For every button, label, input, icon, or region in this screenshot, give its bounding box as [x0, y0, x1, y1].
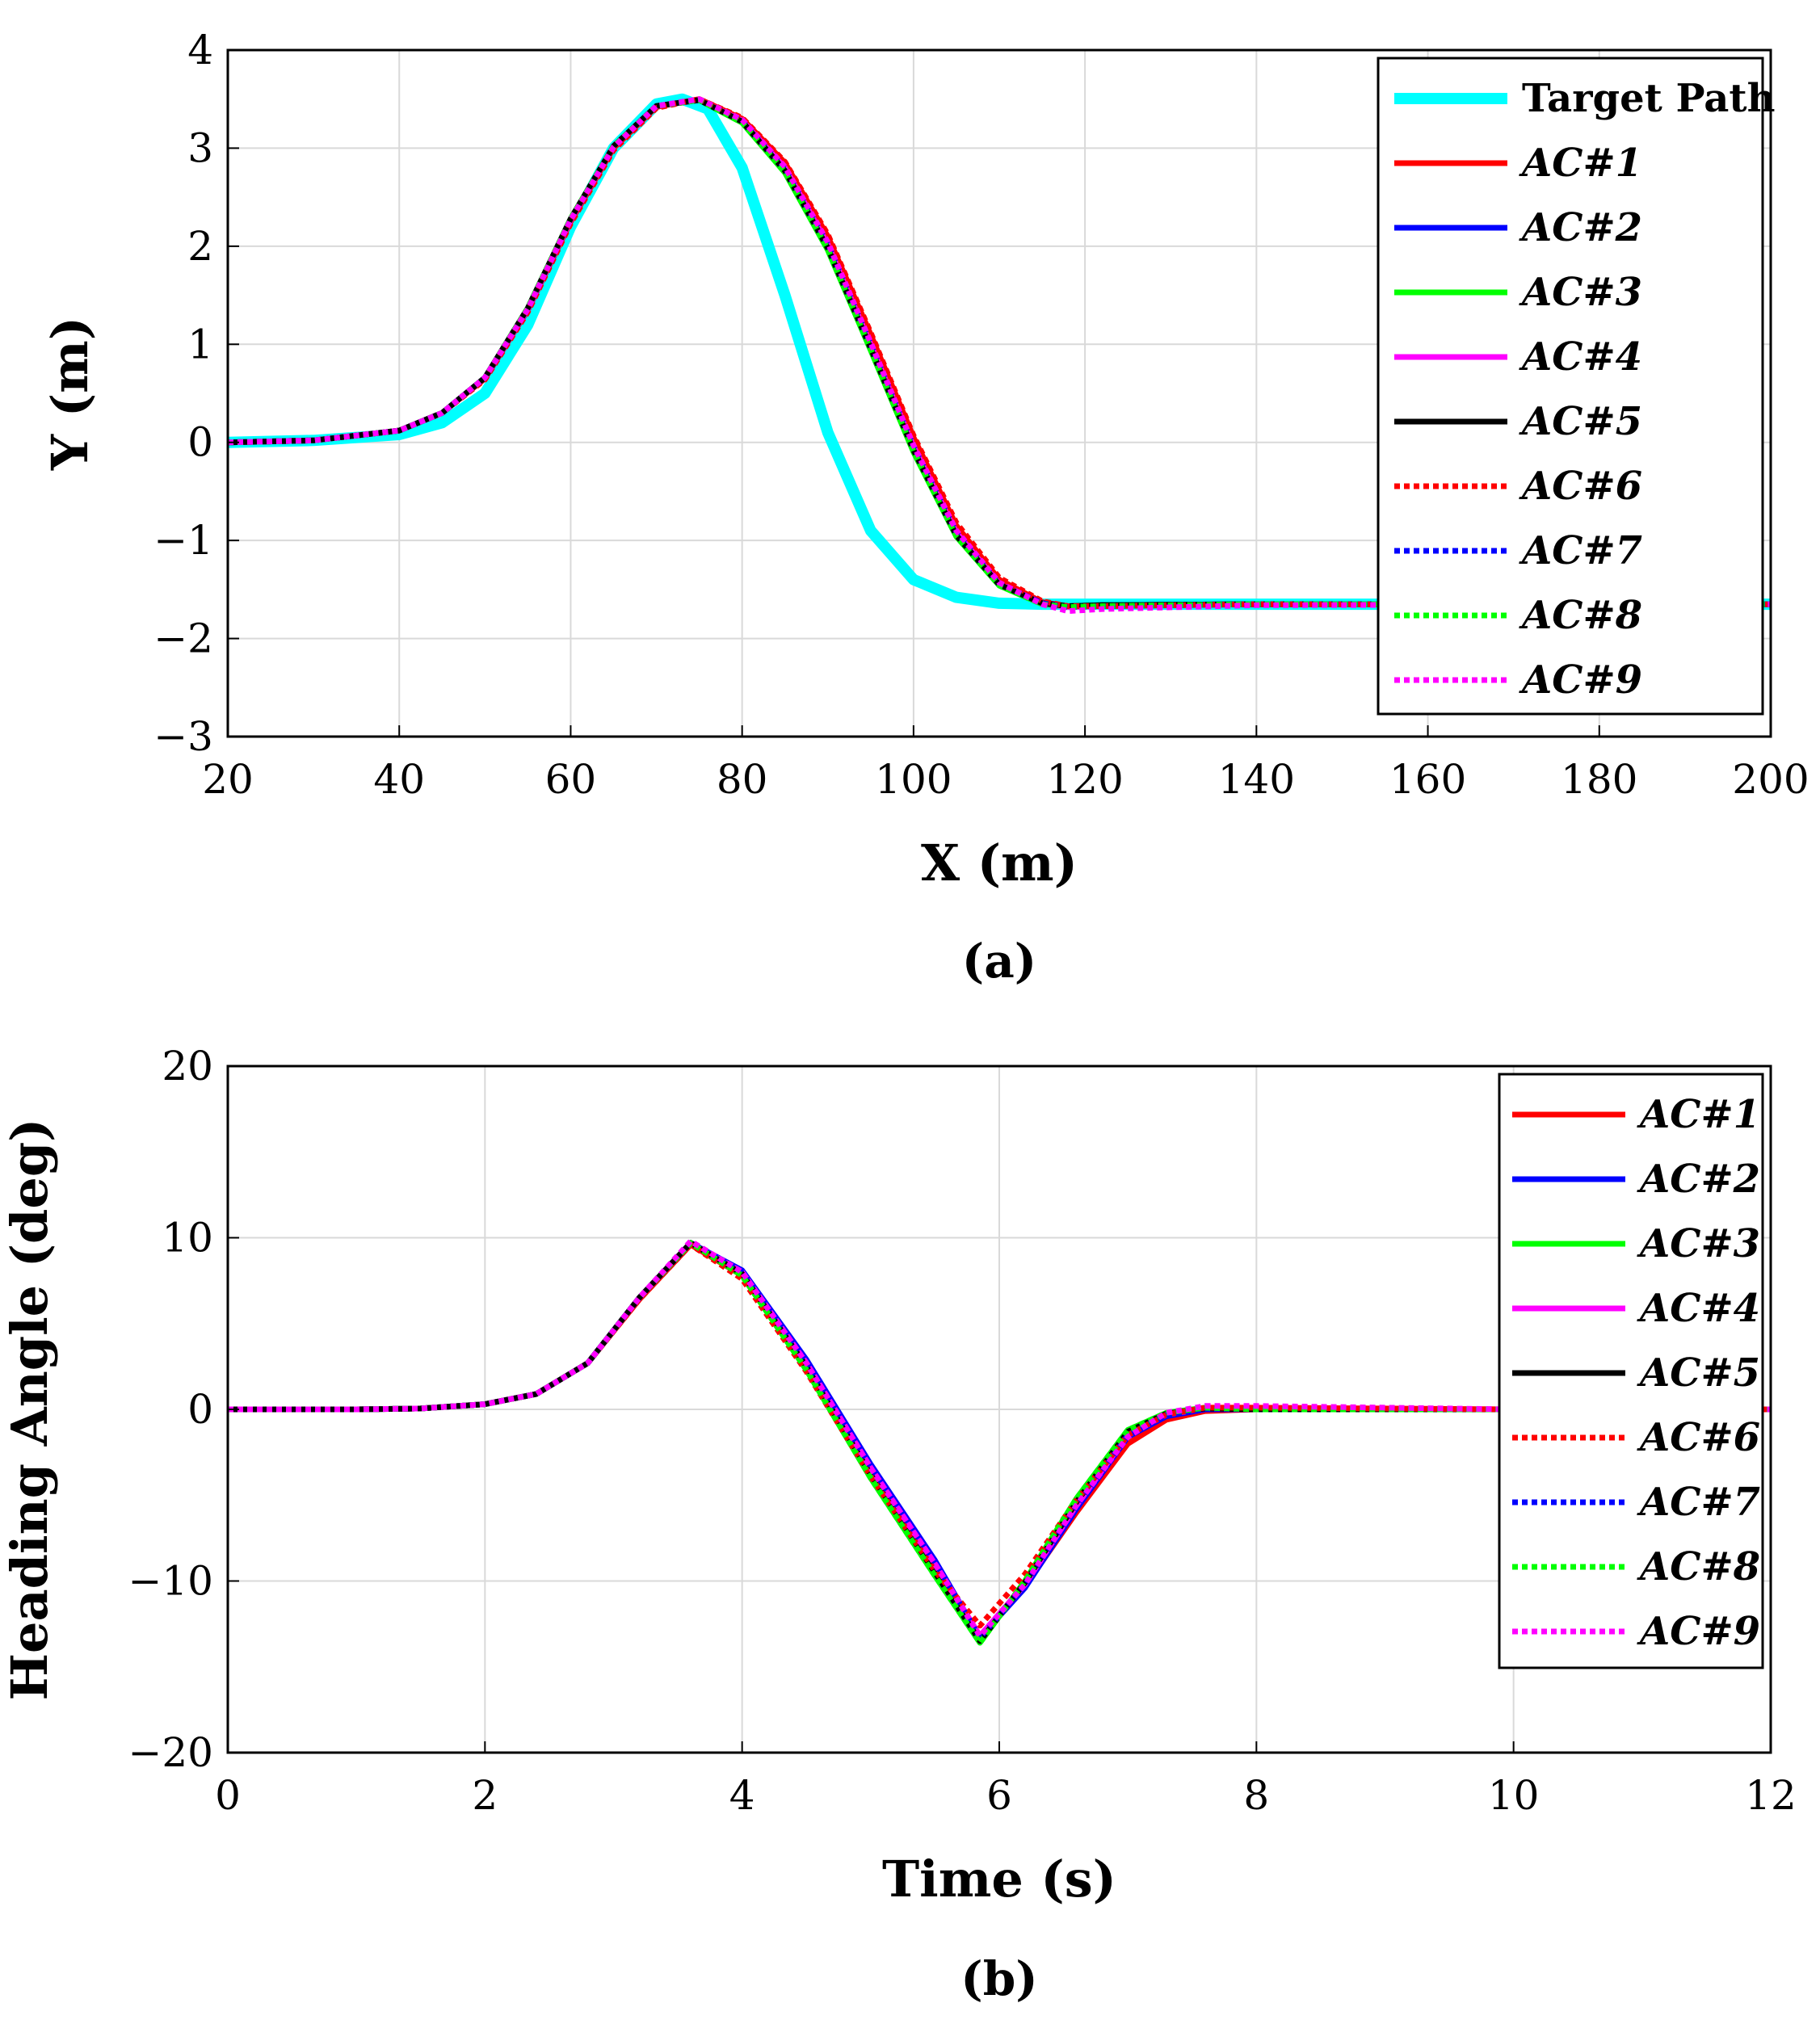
series-line-ac-9 — [228, 96, 1771, 615]
x-tick-label: 0 — [215, 1772, 241, 1819]
x-axis-label-b: Time (s) — [882, 1850, 1116, 1909]
x-tick-label: 100 — [875, 756, 952, 803]
series-line-ac-9 — [228, 1238, 1771, 1639]
y-axis-label-b: Heading Angle (deg) — [0, 1118, 59, 1700]
x-tick-label: 4 — [729, 1772, 755, 1819]
y-tick-label: −20 — [128, 1729, 213, 1776]
legend-label: AC#9 — [1637, 1609, 1760, 1654]
legend-label: AC#3 — [1637, 1221, 1760, 1266]
legend-label: AC#7 — [1519, 528, 1642, 573]
x-tick-label: 180 — [1561, 756, 1637, 803]
x-tick-label: 80 — [717, 756, 768, 803]
x-axis-label-a: X (m) — [921, 834, 1078, 892]
y-tick-label: 3 — [187, 124, 213, 171]
y-tick-label: 20 — [162, 1043, 213, 1090]
legend-label: AC#7 — [1637, 1480, 1760, 1525]
legend-label: AC#3 — [1519, 270, 1642, 315]
x-tick-label: 8 — [1243, 1772, 1269, 1819]
y-tick-labels-a: −3 −2 −1 0 1 2 3 4 — [153, 27, 213, 760]
legend-label: AC#4 — [1519, 334, 1642, 380]
plot-frame-a — [226, 48, 1772, 738]
legend-label: AC#6 — [1637, 1415, 1760, 1460]
x-tick-label: 2 — [472, 1772, 498, 1819]
x-tick-label: 20 — [202, 756, 254, 803]
legend-label: AC#1 — [1637, 1092, 1760, 1137]
chart-panel-a: 20 40 60 80 100 120 140 160 180 200 −3 −2 −1 0 1 2 3 4 X… — [40, 27, 1809, 989]
legend-label: Target Path — [1522, 76, 1775, 121]
x-tick-label: 200 — [1732, 756, 1809, 803]
y-tick-label: 4 — [187, 27, 213, 73]
y-tick-label: 2 — [187, 223, 213, 270]
y-axis-label-a: Y (m) — [40, 317, 99, 471]
y-tick-label: 10 — [162, 1215, 213, 1262]
legend-label: AC#5 — [1637, 1350, 1760, 1396]
series-group-a — [228, 93, 1771, 615]
legend-label: AC#8 — [1519, 593, 1642, 638]
y-tick-label: −10 — [128, 1558, 213, 1605]
y-tick-label: −2 — [153, 615, 213, 662]
y-tick-label: −3 — [153, 713, 213, 760]
y-tick-label: −1 — [153, 517, 213, 564]
x-tick-labels-b: 0 2 4 6 8 10 12 — [215, 1772, 1797, 1819]
legend-label: AC#6 — [1519, 464, 1642, 509]
x-tick-label: 40 — [373, 756, 425, 803]
x-tick-label: 120 — [1046, 756, 1123, 803]
legend-label: AC#4 — [1637, 1286, 1760, 1331]
legend-label: AC#2 — [1519, 205, 1642, 250]
series-group-b — [228, 1238, 1771, 1646]
y-tick-labels-b: −20 −10 0 10 20 — [128, 1043, 213, 1776]
legend-box-a — [1377, 57, 1764, 716]
x-tick-labels-a: 20 40 60 80 100 120 140 160 180 200 — [202, 756, 1809, 803]
legend-b: AC#1 AC#2 AC#3 AC#4 AC#5 AC#6 AC#7 AC#8 AC#9 — [1498, 1073, 1764, 1669]
legend-label: AC#5 — [1519, 399, 1642, 444]
caption-b: (b) — [960, 1951, 1037, 2006]
legend-label: AC#9 — [1519, 657, 1642, 703]
legend-label: AC#8 — [1637, 1544, 1760, 1589]
y-tick-label: 0 — [187, 1386, 213, 1433]
x-tick-label: 160 — [1389, 756, 1466, 803]
y-tick-label: 1 — [187, 321, 213, 367]
x-tick-label: 10 — [1488, 1772, 1540, 1819]
x-tick-label: 6 — [986, 1772, 1012, 1819]
y-tick-label: 0 — [187, 419, 213, 466]
chart-panel-b: 0 2 4 6 8 10 12 −20 −10 0 10 20 Time (s) Heading A… — [0, 1043, 1797, 2006]
x-tick-label: 140 — [1218, 756, 1295, 803]
caption-a: (a) — [962, 934, 1036, 989]
legend-label: AC#2 — [1637, 1157, 1760, 1202]
legend-label: AC#1 — [1519, 141, 1642, 186]
x-tick-label: 60 — [545, 756, 597, 803]
legend-a: Target Path AC#1 AC#2 AC#3 AC#4 AC#5 AC#6 AC#7 A… — [1377, 57, 1775, 716]
x-tick-label: 12 — [1745, 1772, 1797, 1819]
